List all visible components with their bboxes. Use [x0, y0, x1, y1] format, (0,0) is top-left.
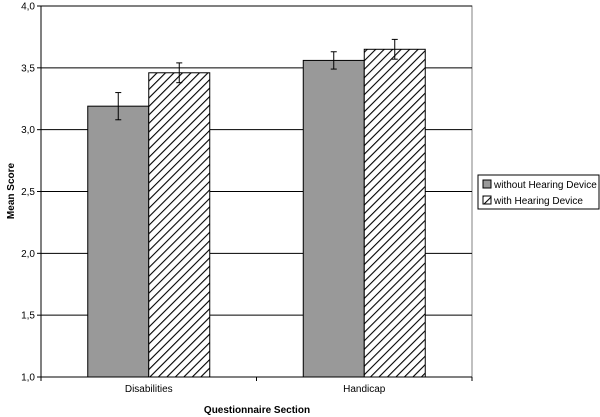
- x-tick-labels: Disabilities Handicap: [125, 384, 386, 395]
- y-tick-label: 3,5: [21, 63, 35, 74]
- x-tick-label: Handicap: [343, 384, 386, 395]
- legend-box: [477, 174, 600, 210]
- legend-label-without-hearing-device: without Hearing Device: [493, 180, 597, 191]
- y-axis-title: Mean Score: [6, 162, 17, 219]
- legend-label-with-hearing-device: with Hearing Device: [493, 196, 583, 207]
- bar-with-hearing-device-handicap: [363, 48, 426, 378]
- error-bars: [115, 38, 398, 121]
- y-tick-label: 1,0: [21, 373, 35, 384]
- y-tick-label: 2,5: [21, 187, 35, 198]
- bar-with-hearing-device-disabilities: [148, 72, 211, 378]
- bar-without-hearing-device-handicap: [302, 59, 365, 378]
- axes: [37, 5, 473, 381]
- y-tick-label: 2,0: [21, 249, 35, 260]
- y-tick-labels: 1,0 1,5 2,0 2,5 3,0 3,5 4,0: [21, 2, 35, 384]
- y-tick-label: 3,0: [21, 125, 35, 136]
- legend-swatch-without-hearing-device: [482, 179, 492, 189]
- x-axis-title: Questionnaire Section: [204, 405, 310, 416]
- x-tick-label: Disabilities: [125, 384, 173, 395]
- legend: without Hearing Device with Hearing Devi…: [477, 174, 600, 210]
- bar-without-hearing-device-disabilities: [87, 105, 150, 378]
- legend-swatch-with-hearing-device: [482, 195, 492, 205]
- y-tick-label: 1,5: [21, 311, 35, 322]
- y-tick-label: 4,0: [21, 2, 35, 13]
